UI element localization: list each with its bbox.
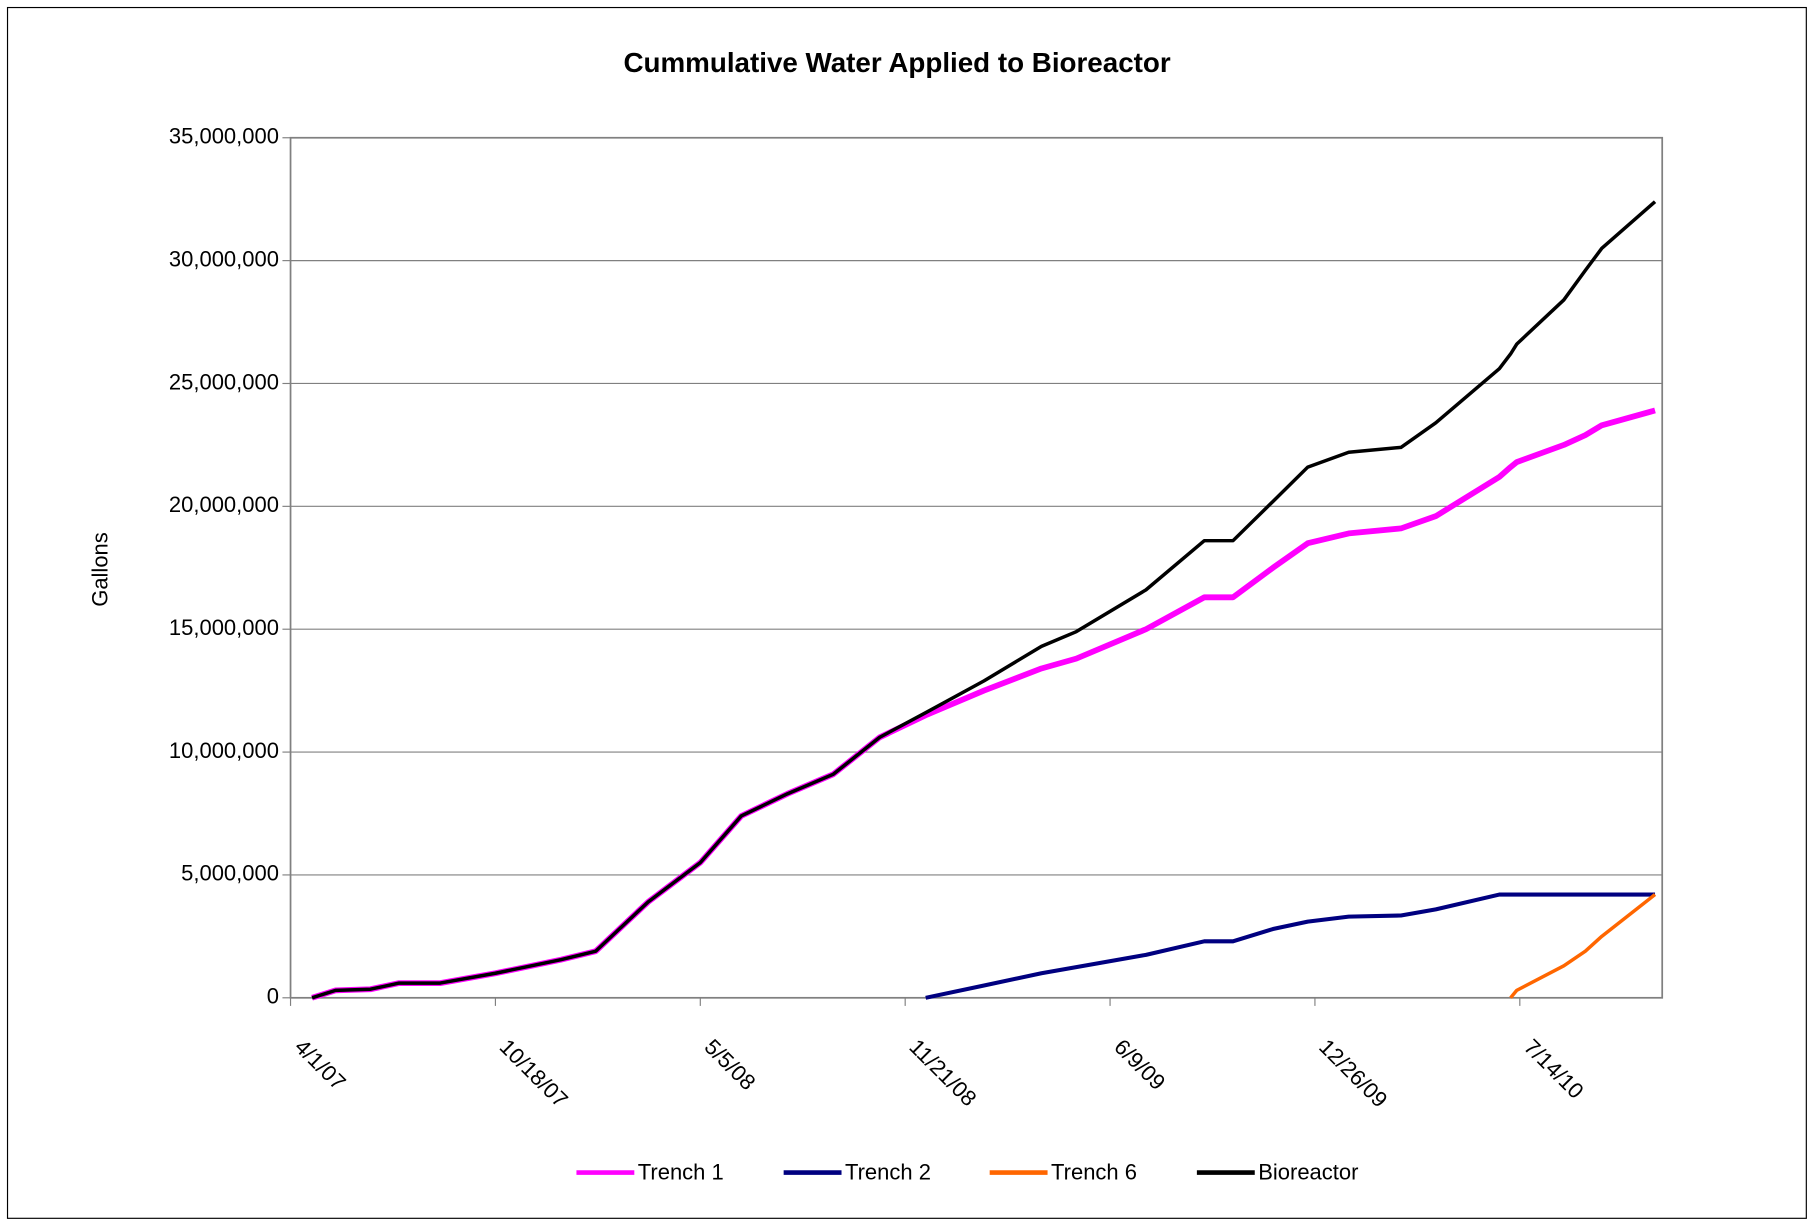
y-tick-label: 25,000,000: [169, 369, 279, 394]
y-tick-label: 10,000,000: [169, 738, 279, 763]
y-axis-label: Gallons: [88, 532, 113, 607]
legend-label: Bioreactor: [1258, 1160, 1358, 1185]
legend-label: Trench 6: [1051, 1160, 1137, 1185]
y-tick-label: 15,000,000: [169, 615, 279, 640]
y-tick-label: 30,000,000: [169, 246, 279, 271]
series-line: [1509, 893, 1657, 999]
y-tick-label: 35,000,000: [169, 124, 279, 149]
series-line: [925, 892, 1656, 1000]
y-tick-label: 5,000,000: [181, 861, 279, 886]
chart-title: Cummulative Water Applied to Bioreactor: [623, 47, 1170, 78]
y-tick-label: 20,000,000: [169, 492, 279, 517]
legend-label: Trench 1: [638, 1160, 724, 1185]
y-tick-label: 0: [267, 984, 279, 1009]
legend-label: Trench 2: [845, 1160, 931, 1185]
chart-frame: [6, 6, 1807, 1219]
series-line: [311, 200, 1657, 1000]
plot-frame: [289, 136, 1664, 999]
